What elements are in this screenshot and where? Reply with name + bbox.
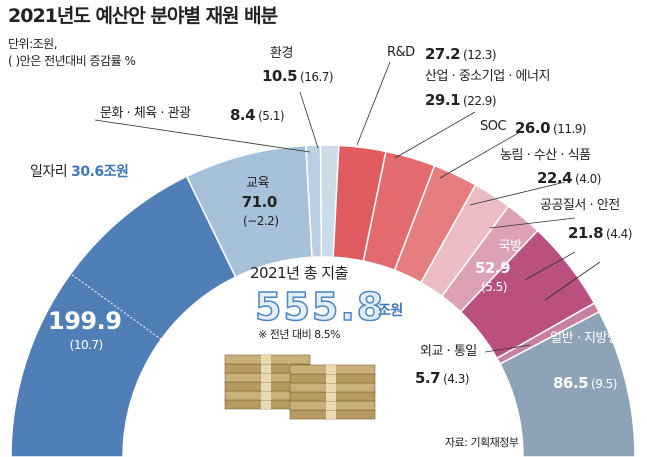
change-label: (9.5) [591,377,617,391]
leader-line [524,251,576,281]
value-label: 71.0 [241,193,278,211]
category-label: 교육 [246,176,269,191]
category-label: 일반 · 지방행정 [550,331,630,346]
money-band [261,373,271,382]
value-label: 5.7 [415,369,441,387]
value-label-group: 5.7 (4.3) [415,368,470,389]
category-label: 환경 [270,46,293,61]
value-label: 10.5 [262,67,298,85]
category-label: 문화 · 체육 · 관광 [100,106,191,121]
subtitle: ( )안은 전년대비 증감률 % [8,54,136,68]
leader-line [299,91,319,149]
leader-line [544,261,601,301]
category-label: 농림 · 수산 · 식품 [500,148,591,163]
change-label: (16.7) [300,70,334,84]
change-label: (5.5) [481,279,507,294]
category-label: 산업 · 중소기업 · 에너지 [425,69,550,84]
total-label: 2021년 총 지출 [250,264,348,282]
leader-line [439,131,521,179]
segment [499,310,636,457]
divider [70,273,162,340]
money-band [326,365,336,374]
value-label: 86.5 [553,374,589,392]
annotation-value: 30.6조원 [71,164,129,180]
value-label-group: 71.0 (−2.2) [240,192,279,230]
money-band [261,355,271,364]
leader-line [94,119,311,153]
money-band [326,383,336,392]
category-label: 외교 · 통일 [420,344,477,359]
category-label: 국방 [498,239,522,254]
subtitle: 단위:조원, [8,37,58,51]
source: 자료: 기획재정부 [445,436,519,449]
leader-line [356,61,391,146]
money-band [326,392,336,401]
change-label: (5.1) [258,109,285,123]
leader-line [484,344,531,353]
value-label: 8.4 [230,106,256,124]
category-label: R&D [387,45,415,60]
change-label: (11.9) [553,122,587,136]
category-label: 공공질서 · 안전 [540,198,620,213]
value-label: 21.8 [568,224,604,242]
value-label-group: 52.9 (5.5) [475,258,511,296]
value-label-group: 86.5 (9.5) [553,373,617,394]
money-band [261,364,271,373]
value-label: 199.9 [48,307,122,335]
total-value: 555.8 [254,284,386,330]
value-label-group: 29.1 (22.9) [425,90,497,111]
money-band [326,401,336,410]
value-label-group: 21.8 (4.4) [568,223,632,244]
leader-line [469,181,566,206]
change-label: (12.3) [463,48,497,62]
value-label-group: 10.5 (16.7) [262,66,334,87]
money-band [326,410,336,419]
change-label: (−2.2) [243,213,279,228]
change-label: (22.9) [463,94,497,108]
change-label: (10.7) [69,338,104,353]
annotation: 일자리 30.6조원 [30,163,129,182]
leader-line [394,111,476,159]
money-band [261,391,271,400]
segment [10,175,237,457]
change-label: (4.0) [575,172,601,186]
value-label-group: 26.0 (11.9) [515,118,587,139]
change-label: (4.3) [443,372,470,386]
value-label: 26.0 [515,119,551,137]
value-label: 22.4 [537,169,573,187]
value-label-group: 27.2 (12.3) [425,44,497,65]
category-label: 보건 · 복지 · 고용 [18,216,109,231]
value-label-group: 199.9 (10.7) [48,305,122,355]
money-band [326,374,336,383]
category-label: SOC [480,119,507,134]
value-label-group: 8.4 (5.1) [230,105,285,126]
value-label: 27.2 [425,45,461,63]
annotation-label: 일자리 [30,164,68,180]
leader-line [489,217,576,229]
value-label: 29.1 [425,91,461,109]
total-note: ※ 전년 대비 8.5% [258,328,341,341]
money-band [261,400,271,409]
title: 2021년도 예산안 분야별 재원 배분 [8,5,278,27]
value-label: 52.9 [475,259,511,277]
change-label: (4.4) [606,227,632,241]
total-unit: 조원 [378,303,403,319]
money-band [261,382,271,391]
value-label-group: 22.4 (4.0) [537,168,601,189]
